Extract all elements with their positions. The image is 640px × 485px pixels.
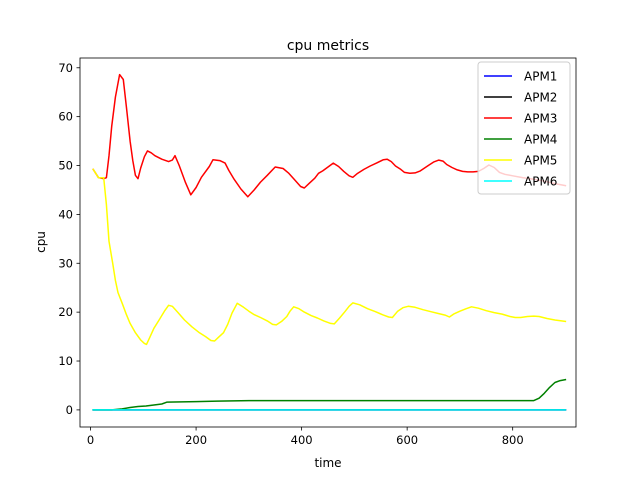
legend: APM1 APM2 APM3 APM4 APM5 APM6 [477, 61, 571, 195]
x-tick-label: 0 [87, 433, 94, 447]
legend-label-apm1: APM1 [524, 70, 557, 84]
chart-title: cpu metrics [287, 38, 369, 54]
series-line-apm4 [92, 378, 567, 411]
legend-box [477, 61, 571, 195]
series-line-apm5 [92, 168, 567, 346]
legend-label-apm6: APM6 [524, 175, 557, 189]
legend-label-apm3: APM3 [524, 112, 557, 126]
axes-frame [79, 57, 577, 428]
legend-label-apm4: APM4 [524, 133, 557, 147]
y-tick-label: 20 [58, 305, 73, 319]
y-tick-label: 10 [58, 354, 73, 368]
series-line-apm3 [92, 73, 567, 198]
x-tick-label: 200 [185, 433, 207, 447]
y-tick-label: 0 [66, 403, 73, 417]
x-tick-label: 400 [291, 433, 313, 447]
y-tick-label: 30 [58, 256, 73, 270]
plot-area: 0 200 400 600 800 0 10 20 30 40 50 60 70 [58, 57, 577, 447]
x-tick-label: 800 [502, 433, 524, 447]
x-tick-label: 600 [396, 433, 418, 447]
legend-label-apm5: APM5 [524, 154, 557, 168]
y-tick-label: 70 [58, 61, 73, 75]
legend-label-apm2: APM2 [524, 91, 557, 105]
y-tick-label: 50 [58, 159, 73, 173]
y-tick-label: 60 [58, 110, 73, 124]
x-axis-label: time [314, 456, 341, 470]
y-tick-label: 40 [58, 207, 73, 221]
y-axis-label: cpu [34, 231, 48, 253]
